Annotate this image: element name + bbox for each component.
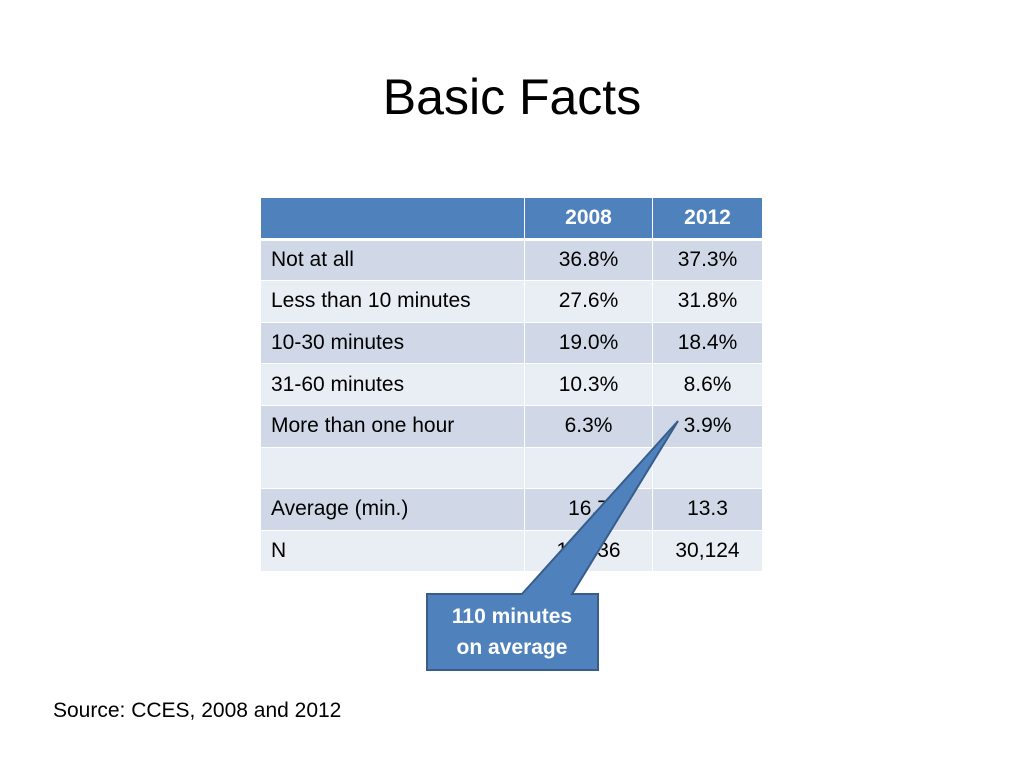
value-2008: 16.7 <box>524 488 653 531</box>
value-2012: 37.3% <box>652 238 763 282</box>
header-blank <box>260 197 525 241</box>
value-2008: 10,336 <box>524 529 653 573</box>
row-label: Less than 10 minutes <box>260 280 525 323</box>
table-row: 31-60 minutes 10.3% 8.6% <box>260 363 763 406</box>
value-2012: 30,124 <box>652 529 763 573</box>
table-row-n: N 10,336 30,124 <box>260 529 763 573</box>
callout-text: 110 minutes on average <box>426 594 598 670</box>
value-2012: 13.3 <box>652 488 763 531</box>
value-2012: 3.9% <box>652 404 763 448</box>
table-row-average: Average (min.) 16.7 13.3 <box>260 488 763 531</box>
row-label: N <box>260 529 525 573</box>
row-label: 10-30 minutes <box>260 321 525 365</box>
value-2008: 10.3% <box>524 363 653 406</box>
row-label: 31-60 minutes <box>260 363 525 406</box>
callout-line-1: 110 minutes <box>451 605 573 628</box>
row-label: Not at all <box>260 238 525 282</box>
facts-table: 2008 2012 Not at all 36.8% 37.3% Less th… <box>260 197 763 573</box>
header-2008: 2008 <box>524 197 653 241</box>
table-row: Not at all 36.8% 37.3% <box>260 238 763 282</box>
header-2012: 2012 <box>652 197 763 241</box>
callout-line-2: on average <box>456 636 568 659</box>
table-row: 10-30 minutes 19.0% 18.4% <box>260 321 763 365</box>
value-2008 <box>524 446 653 490</box>
row-label <box>260 446 525 490</box>
value-2012: 18.4% <box>652 321 763 365</box>
value-2012: 8.6% <box>652 363 763 406</box>
table-row: Less than 10 minutes 27.6% 31.8% <box>260 280 763 323</box>
slide-title: Basic Facts <box>382 69 642 125</box>
source-note: Source: CCES, 2008 and 2012 <box>53 699 342 722</box>
row-label: Average (min.) <box>260 488 525 531</box>
table-row-blank <box>260 446 763 490</box>
row-label: More than one hour <box>260 404 525 448</box>
value-2008: 27.6% <box>524 280 653 323</box>
table-header-row: 2008 2012 <box>260 197 763 241</box>
value-2008: 6.3% <box>524 404 653 448</box>
value-2012 <box>652 446 763 490</box>
value-2012: 31.8% <box>652 280 763 323</box>
value-2008: 36.8% <box>524 238 653 282</box>
table-row: More than one hour 6.3% 3.9% <box>260 404 763 448</box>
value-2008: 19.0% <box>524 321 653 365</box>
